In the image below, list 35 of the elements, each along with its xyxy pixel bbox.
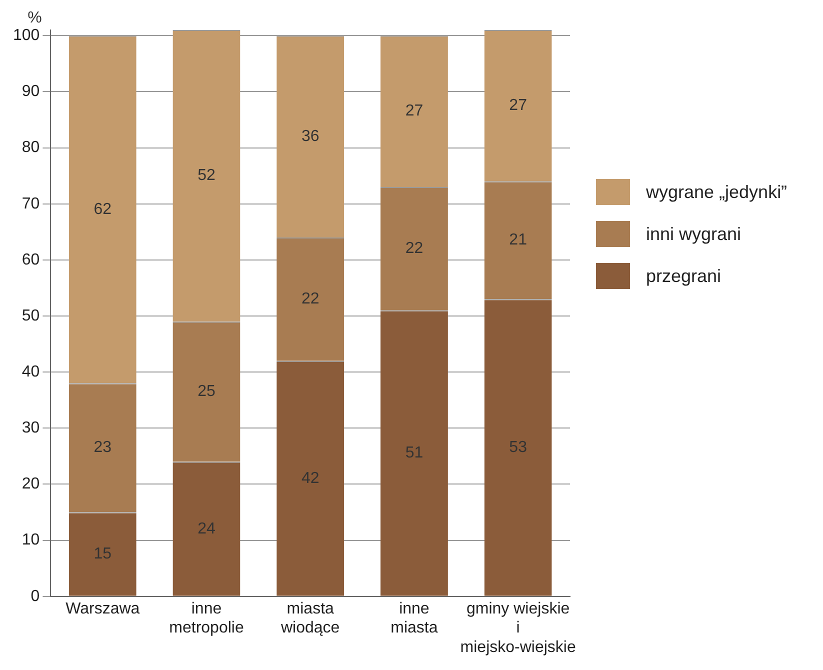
data-label: 24 — [198, 520, 216, 538]
y-tick-label: 50 — [22, 307, 40, 324]
data-label: 62 — [94, 200, 112, 218]
y-tick-label: 80 — [22, 139, 40, 156]
data-label: 36 — [301, 128, 320, 145]
x-tick-label: inne metropolie — [169, 600, 244, 637]
data-label: 25 — [198, 383, 216, 400]
data-label: 52 — [198, 167, 216, 184]
data-label: 27 — [405, 102, 424, 120]
data-label: 53 — [509, 438, 528, 456]
legend-label: wygrane „jedynki” — [646, 182, 788, 202]
data-label: 22 — [405, 240, 424, 258]
data-label: 15 — [94, 545, 112, 562]
data-label: 22 — [301, 290, 320, 308]
data-label: 21 — [509, 232, 528, 249]
y-tick-label: 90 — [22, 83, 40, 100]
legend-label: przegrani — [646, 266, 722, 286]
x-tick-label: gminy wiejskie i miejsko-wiejskie — [460, 600, 576, 656]
y-tick-label: 40 — [22, 363, 40, 380]
y-tick-label: 0 — [30, 588, 40, 605]
data-label: 42 — [301, 470, 320, 487]
y-tick-label: 20 — [22, 476, 40, 493]
x-tick-label: inne miasta — [390, 600, 438, 637]
x-tick-label: miasta wiodące — [280, 600, 340, 637]
x-tick-label: Warszawa — [66, 600, 140, 618]
legend-label: inni wygrani — [646, 224, 742, 244]
y-tick-label: 60 — [22, 251, 40, 268]
y-tick-label: 100 — [12, 27, 40, 44]
y-tick-label: 30 — [22, 420, 40, 437]
data-label: 27 — [509, 97, 528, 114]
data-label: 23 — [94, 439, 112, 456]
y-tick-label: 70 — [22, 195, 40, 212]
y-axis-title: % — [28, 9, 42, 26]
data-label: 51 — [405, 444, 424, 462]
y-tick-label: 10 — [22, 532, 40, 549]
